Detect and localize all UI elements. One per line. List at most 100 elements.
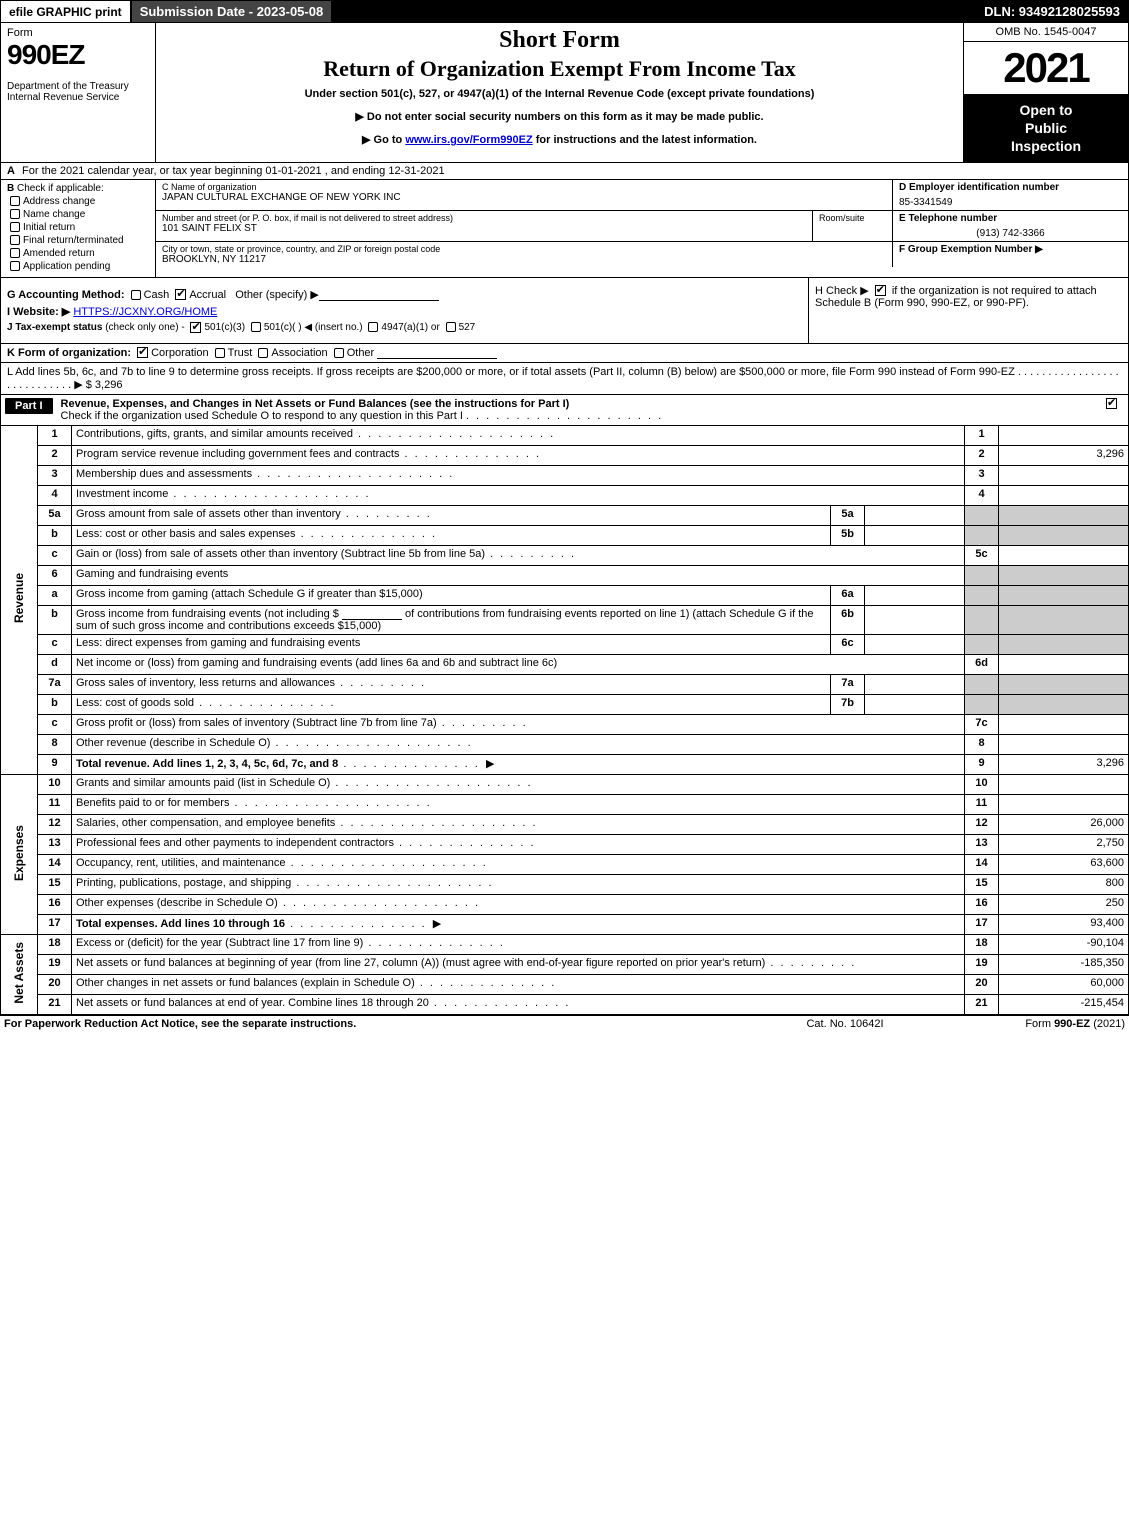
checkbox-icon[interactable] <box>368 322 378 332</box>
f-label: F Group Exemption Number ▶ <box>899 244 1122 255</box>
checkbox-checked-icon[interactable] <box>875 285 886 296</box>
line-7a: 7a Gross sales of inventory, less return… <box>1 675 1129 695</box>
rnum: 20 <box>965 975 999 995</box>
ldesc-text: Other expenses (describe in Schedule O) <box>76 897 278 909</box>
street-cell: Number and street (or P. O. box, if mail… <box>156 211 813 241</box>
cat-netassets: Net Assets <box>1 935 38 1015</box>
dept-label: Department of the Treasury Internal Reve… <box>7 81 149 103</box>
checkbox-icon[interactable] <box>215 348 225 358</box>
lines-table: Revenue 1 Contributions, gifts, grants, … <box>0 426 1129 1016</box>
cat-expenses: Expenses <box>1 775 38 935</box>
ldesc-text: Printing, publications, postage, and shi… <box>76 877 291 889</box>
topbar-spacer <box>333 1 976 22</box>
lnum: 4 <box>38 486 72 506</box>
b-opt-final-return[interactable]: Final return/terminated <box>7 235 149 246</box>
footer-right: Form 990-EZ (2021) <box>945 1018 1125 1030</box>
b-opt-label: Final return/terminated <box>23 235 124 246</box>
l6b-blank[interactable] <box>342 608 402 620</box>
ldesc: Less: direct expenses from gaming and fu… <box>72 635 831 655</box>
b-opt-address-change[interactable]: Address change <box>7 196 149 207</box>
rnum: 13 <box>965 835 999 855</box>
line-11: 11 Benefits paid to or for members 11 <box>1 795 1129 815</box>
row-city: City or town, state or province, country… <box>156 242 1128 267</box>
ldesc-text: Membership dues and assessments <box>76 468 252 480</box>
checkbox-checked-icon[interactable] <box>175 289 186 300</box>
checkbox-icon[interactable] <box>334 348 344 358</box>
b-opt-name-change[interactable]: Name change <box>7 209 149 220</box>
b-opt-label: Amended return <box>23 248 95 259</box>
j-527: 527 <box>459 322 476 333</box>
header-mid: Short Form Return of Organization Exempt… <box>156 23 963 162</box>
dots-icon <box>330 777 532 789</box>
g-other-blank[interactable] <box>319 289 439 301</box>
amt: 2,750 <box>999 835 1129 855</box>
sub-v <box>865 675 965 695</box>
sub-n: 6b <box>831 606 865 635</box>
checkbox-icon <box>10 222 20 232</box>
rnum: 8 <box>965 735 999 755</box>
rnum-shade <box>965 675 999 695</box>
c-name-label: C Name of organization <box>162 182 886 192</box>
lnum: 9 <box>38 755 72 775</box>
line-14: 14 Occupancy, rent, utilities, and maint… <box>1 855 1129 875</box>
dots-icon <box>286 857 488 869</box>
cat-revenue: Revenue <box>1 426 38 775</box>
b-opt-application-pending[interactable]: Application pending <box>7 261 149 272</box>
dots-icon <box>399 448 541 460</box>
efile-print-label[interactable]: efile GRAPHIC print <box>1 1 130 22</box>
website-link[interactable]: HTTPS://JCXNY.ORG/HOME <box>73 306 217 318</box>
lnum: 20 <box>38 975 72 995</box>
dots-icon <box>394 837 536 849</box>
lnum: 13 <box>38 835 72 855</box>
label-b: B <box>7 183 14 194</box>
rnum: 21 <box>965 995 999 1015</box>
lnum: b <box>38 606 72 635</box>
rnum: 10 <box>965 775 999 795</box>
line-3: 3 Membership dues and assessments 3 <box>1 466 1129 486</box>
col-cdef: C Name of organization JAPAN CULTURAL EX… <box>156 180 1128 277</box>
irs-link[interactable]: www.irs.gov/Form990EZ <box>405 134 532 146</box>
b-opt-initial-return[interactable]: Initial return <box>7 222 149 233</box>
checkbox-icon[interactable] <box>258 348 268 358</box>
ldesc: Benefits paid to or for members <box>72 795 965 815</box>
dots-icon <box>291 877 493 889</box>
rnum: 3 <box>965 466 999 486</box>
amt: 3,296 <box>999 446 1129 466</box>
checkbox-icon[interactable] <box>446 322 456 332</box>
dots-icon <box>252 468 454 480</box>
dots-icon <box>194 697 336 709</box>
line-20: 20 Other changes in net assets or fund b… <box>1 975 1129 995</box>
b-opt-amended-return[interactable]: Amended return <box>7 248 149 259</box>
rnum: 6d <box>965 655 999 675</box>
rnum-shade <box>965 566 999 586</box>
checkbox-checked-icon[interactable] <box>1106 398 1117 409</box>
part-i-badge: Part I <box>5 398 53 414</box>
checkbox-checked-icon[interactable] <box>137 347 148 358</box>
lnum: 21 <box>38 995 72 1015</box>
line-5a: 5a Gross amount from sale of assets othe… <box>1 506 1129 526</box>
line-5b: b Less: cost or other basis and sales ex… <box>1 526 1129 546</box>
part-i-checkbox-cell <box>1102 398 1124 410</box>
row-address: Number and street (or P. O. box, if mail… <box>156 211 1128 242</box>
checkbox-icon[interactable] <box>251 322 261 332</box>
line-6a: a Gross income from gaming (attach Sched… <box>1 586 1129 606</box>
footer-cat: Cat. No. 10642I <box>745 1018 945 1030</box>
amt: 800 <box>999 875 1129 895</box>
sub-v <box>865 695 965 715</box>
checkbox-checked-icon[interactable] <box>190 322 201 333</box>
lnum: 11 <box>38 795 72 815</box>
line-2: 2 Program service revenue including gove… <box>1 446 1129 466</box>
rnum: 18 <box>965 935 999 955</box>
rnum: 4 <box>965 486 999 506</box>
ldesc: Professional fees and other payments to … <box>72 835 965 855</box>
g-cash: Cash <box>144 289 170 301</box>
ldesc: Other expenses (describe in Schedule O) <box>72 895 965 915</box>
checkbox-icon[interactable] <box>131 290 141 300</box>
k-other-blank[interactable] <box>377 347 497 359</box>
ldesc-text: Investment income <box>76 488 168 500</box>
rnum-shade <box>965 695 999 715</box>
cat-netassets-label: Net Assets <box>12 942 26 1004</box>
lnum: b <box>38 695 72 715</box>
ldesc: Membership dues and assessments <box>72 466 965 486</box>
dots-icon <box>229 797 431 809</box>
